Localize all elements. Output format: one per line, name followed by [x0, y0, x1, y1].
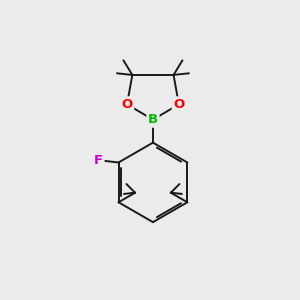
Text: O: O: [122, 98, 133, 111]
Text: B: B: [148, 113, 158, 126]
Text: O: O: [173, 98, 184, 111]
Text: F: F: [94, 154, 103, 167]
